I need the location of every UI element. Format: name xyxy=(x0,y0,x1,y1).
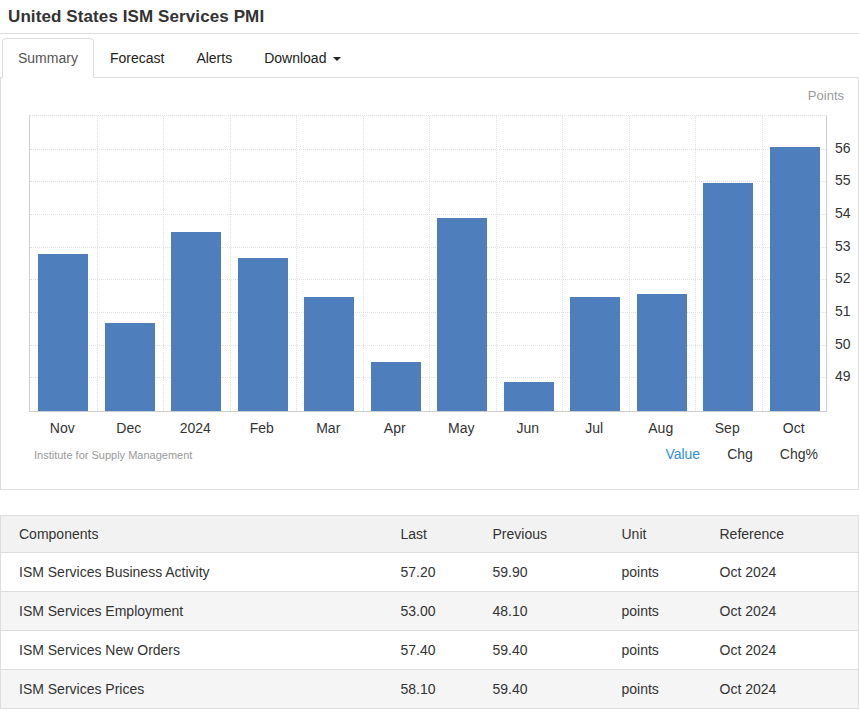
x-axis-label-mar: Mar xyxy=(295,420,362,436)
cell-unit: points xyxy=(604,670,702,709)
bar-apr[interactable] xyxy=(371,362,421,411)
bar-oct[interactable] xyxy=(770,147,820,411)
chart-mode-links: Value Chg Chg% xyxy=(665,446,818,462)
table-header-components: Components xyxy=(1,516,383,553)
tab-summary[interactable]: Summary xyxy=(2,38,94,78)
y-axis-label: 51 xyxy=(835,303,851,319)
grid-line-vertical xyxy=(296,116,297,411)
tab-bar: Summary Forecast Alerts Download xyxy=(0,34,859,78)
y-axis-label: 50 xyxy=(835,336,851,352)
cell-unit: points xyxy=(604,553,702,592)
y-axis-label: 54 xyxy=(835,205,851,221)
y-axis-label: 52 xyxy=(835,270,851,286)
table-row-ism-services-new-orders[interactable]: ISM Services New Orders57.4059.40pointsO… xyxy=(1,631,859,670)
cell-components: ISM Services Employment xyxy=(1,592,383,631)
bar-sep[interactable] xyxy=(703,183,753,412)
cell-components: ISM Services Prices xyxy=(1,670,383,709)
table-header-row: ComponentsLastPreviousUnitReference xyxy=(1,516,859,553)
table-row-ism-services-business-activity[interactable]: ISM Services Business Activity57.2059.90… xyxy=(1,553,859,592)
grid-line-vertical xyxy=(562,116,563,411)
cell-reference: Oct 2024 xyxy=(702,670,859,709)
table-row-ism-services-employment[interactable]: ISM Services Employment53.0048.10pointsO… xyxy=(1,592,859,631)
table-header-last: Last xyxy=(383,516,475,553)
x-axis-label-jul: Jul xyxy=(561,420,628,436)
grid-line-horizontal xyxy=(30,149,826,150)
bar-jul[interactable] xyxy=(570,297,620,411)
y-axis-label: 53 xyxy=(835,238,851,254)
mode-link-chg[interactable]: Chg xyxy=(727,446,753,462)
x-axis-label-oct: Oct xyxy=(761,420,828,436)
tab-label: Alerts xyxy=(196,50,232,66)
cell-last: 58.10 xyxy=(383,670,475,709)
y-axis-label: 55 xyxy=(835,172,851,188)
y-axis-unit-label: Points xyxy=(808,88,844,103)
table-header-reference: Reference xyxy=(702,516,859,553)
chart-source: Institute for Supply Management xyxy=(34,449,192,461)
bar-jun[interactable] xyxy=(504,382,554,411)
tab-alerts[interactable]: Alerts xyxy=(180,38,248,78)
cell-unit: points xyxy=(604,592,702,631)
grid-line-vertical xyxy=(762,116,763,411)
cell-previous: 59.40 xyxy=(475,631,604,670)
grid-line-vertical xyxy=(695,116,696,411)
cell-previous: 59.40 xyxy=(475,670,604,709)
page-title: United States ISM Services PMI xyxy=(8,7,851,27)
x-axis-label-sep: Sep xyxy=(694,420,761,436)
x-axis-label-may: May xyxy=(428,420,495,436)
tab-forecast[interactable]: Forecast xyxy=(94,38,180,78)
mode-link-chgpct[interactable]: Chg% xyxy=(780,446,818,462)
table-row-ism-services-prices[interactable]: ISM Services Prices58.1059.40pointsOct 2… xyxy=(1,670,859,709)
bar-2024[interactable] xyxy=(171,232,221,412)
x-axis-label-feb: Feb xyxy=(229,420,296,436)
table-header-unit: Unit xyxy=(604,516,702,553)
grid-line-vertical xyxy=(629,116,630,411)
y-axis-label: 49 xyxy=(835,368,851,384)
grid-line-vertical xyxy=(97,116,98,411)
bar-nov[interactable] xyxy=(38,254,88,411)
x-axis-label-apr: Apr xyxy=(362,420,429,436)
cell-reference: Oct 2024 xyxy=(702,592,859,631)
grid-line-vertical xyxy=(363,116,364,411)
cell-components: ISM Services New Orders xyxy=(1,631,383,670)
page-header: United States ISM Services PMI xyxy=(0,0,859,34)
bar-dec[interactable] xyxy=(105,323,155,411)
page: United States ISM Services PMI Summary Fo… xyxy=(0,0,859,713)
cell-reference: Oct 2024 xyxy=(702,553,859,592)
tab-label: Download xyxy=(264,50,326,66)
bar-may[interactable] xyxy=(437,218,487,411)
chart-card: Points 49 50 51 52 53 54 55 56 NovDec2024FebMar… xyxy=(0,78,859,490)
tab-download[interactable]: Download xyxy=(248,38,357,78)
grid-line-vertical xyxy=(163,116,164,411)
table-header-previous: Previous xyxy=(475,516,604,553)
cell-last: 57.40 xyxy=(383,631,475,670)
grid-line-vertical xyxy=(496,116,497,411)
tab-label: Forecast xyxy=(110,50,164,66)
cell-reference: Oct 2024 xyxy=(702,631,859,670)
tab-label: Summary xyxy=(18,50,78,66)
caret-down-icon xyxy=(333,57,341,61)
grid-line-vertical xyxy=(429,116,430,411)
cell-previous: 59.90 xyxy=(475,553,604,592)
cell-previous: 48.10 xyxy=(475,592,604,631)
bar-aug[interactable] xyxy=(637,294,687,412)
chart-footer: Institute for Supply Management Value Chg… xyxy=(34,446,818,462)
x-axis-label-aug: Aug xyxy=(628,420,695,436)
x-axis-label-jun: Jun xyxy=(495,420,562,436)
bar-feb[interactable] xyxy=(238,258,288,411)
spacer xyxy=(0,490,859,515)
cell-unit: points xyxy=(604,631,702,670)
x-axis-label-nov: Nov xyxy=(29,420,96,436)
y-axis-label: 56 xyxy=(835,140,851,156)
x-axis-label-2024: 2024 xyxy=(162,420,229,436)
x-axis-label-dec: Dec xyxy=(96,420,163,436)
cell-components: ISM Services Business Activity xyxy=(1,553,383,592)
bar-chart-plot xyxy=(29,115,827,412)
bar-mar[interactable] xyxy=(304,297,354,411)
cell-last: 53.00 xyxy=(383,592,475,631)
cell-last: 57.20 xyxy=(383,553,475,592)
grid-line-vertical xyxy=(230,116,231,411)
mode-link-value[interactable]: Value xyxy=(665,446,700,462)
components-table: ComponentsLastPreviousUnitReference ISM … xyxy=(0,515,859,709)
